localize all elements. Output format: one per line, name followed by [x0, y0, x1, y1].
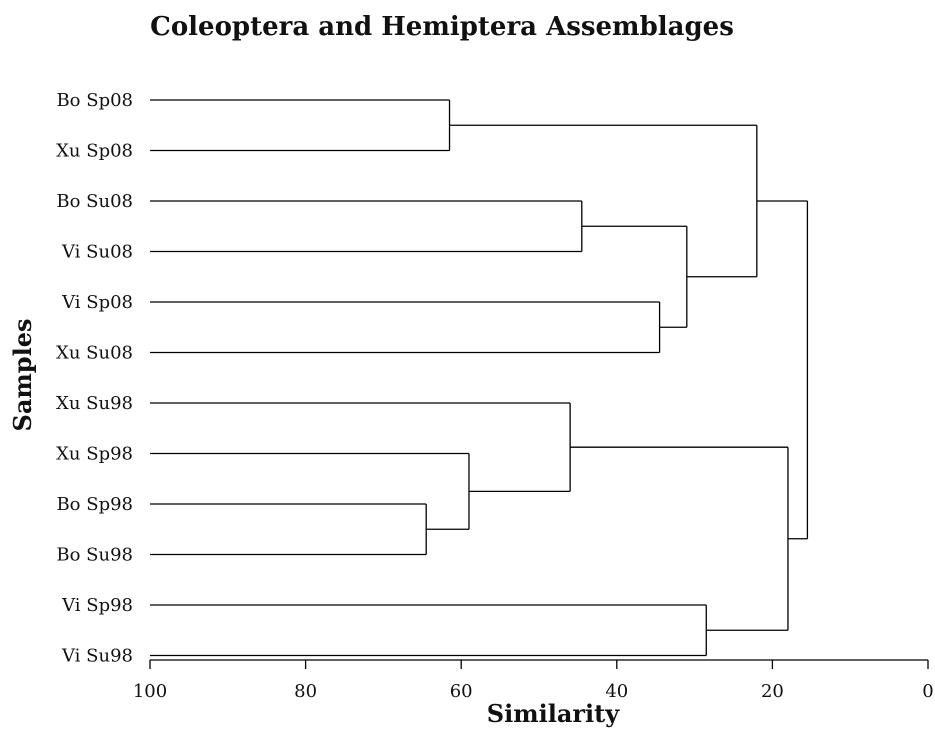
chart-title: Coleoptera and Hemiptera Assemblages	[150, 12, 734, 42]
y-axis-label: Samples	[8, 319, 37, 432]
x-axis: 100 80 60 40 20 0	[133, 659, 934, 702]
x-tick-label: 60	[450, 681, 473, 702]
x-tick-label: 100	[133, 681, 167, 702]
leaf-label: Vi Sp98	[61, 595, 133, 616]
leaf-label: Xu Su98	[56, 393, 133, 414]
leaf-label: Xu Su08	[56, 343, 133, 364]
leaf-labels: Bo Sp08 Xu Sp08 Bo Su08 Vi Su08 Vi Sp08 Xu Su…	[56, 90, 133, 667]
leaf-label: Vi Sp08	[61, 292, 133, 313]
leaf-label: Bo Sp98	[56, 494, 133, 515]
x-tick-label: 80	[294, 681, 317, 702]
x-tick-label: 0	[922, 681, 933, 702]
leaf-label: Vi Su08	[61, 242, 133, 263]
leaf-label: Xu Sp98	[56, 444, 133, 465]
leaf-label: Vi Su98	[61, 646, 133, 667]
leaf-label: Xu Sp08	[56, 141, 133, 162]
leaf-label: Bo Su08	[56, 191, 133, 212]
x-tick-label: 40	[605, 681, 628, 702]
leaf-label: Bo Sp08	[56, 90, 133, 111]
leaf-label: Bo Su98	[56, 545, 133, 566]
dendrogram-branches	[150, 99, 809, 657]
x-tick-label: 20	[761, 681, 784, 702]
x-axis-label: Similarity	[487, 699, 620, 728]
